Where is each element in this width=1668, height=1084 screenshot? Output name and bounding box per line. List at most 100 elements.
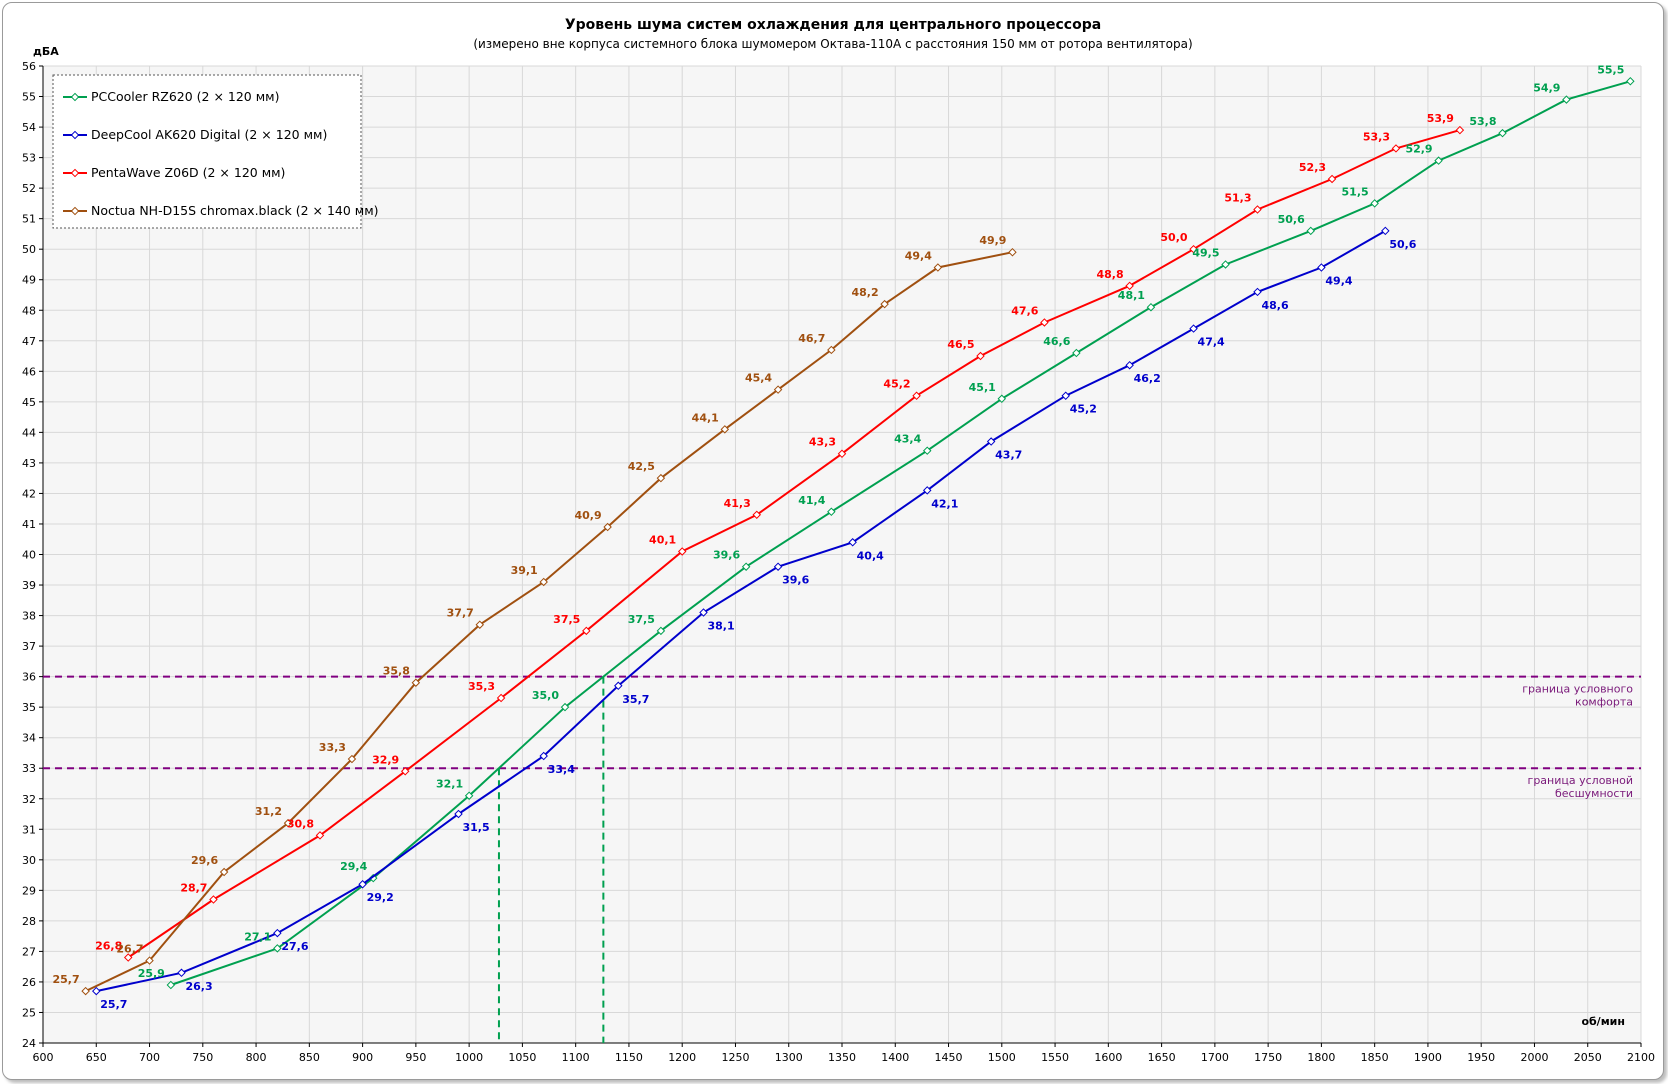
data-point	[741, 562, 751, 571]
data-point	[720, 425, 730, 434]
data-label: 33,4	[548, 763, 575, 776]
x-tick-label: 600	[33, 1051, 54, 1064]
data-label: 40,1	[649, 533, 676, 546]
x-axis-label: об/мин	[1581, 1015, 1625, 1028]
series-1	[92, 226, 1390, 996]
y-tick-label: 41	[22, 518, 36, 531]
legend-item: PCCooler RZ620 (2 × 120 мм)	[63, 89, 279, 104]
data-point	[1253, 287, 1262, 297]
x-tick-label: 750	[192, 1051, 213, 1064]
y-tick-label: 25	[22, 1006, 36, 1019]
y-tick-label: 39	[22, 579, 36, 592]
data-label: 49,4	[905, 250, 932, 263]
data-label: 29,6	[191, 854, 218, 867]
data-label: 42,5	[628, 460, 655, 473]
legend-label: PCCooler RZ620 (2 × 120 мм)	[91, 89, 279, 104]
data-label: 44,1	[692, 411, 719, 424]
data-label: 46,6	[1043, 335, 1070, 348]
data-label: 37,5	[628, 613, 655, 626]
data-point	[1061, 391, 1070, 400]
data-point	[315, 831, 325, 840]
data-label: 51,5	[1342, 185, 1369, 198]
data-label: 30,8	[287, 817, 314, 830]
noise-chart: 600 650 700 750 800 850 900 950 1000 1050 1100 1150…	[22, 17, 1655, 1064]
data-point	[177, 968, 186, 978]
y-tick-label: 43	[22, 457, 36, 470]
x-tick-label: 1900	[1414, 1051, 1442, 1064]
x-tick-label: 1550	[1041, 1051, 1069, 1064]
data-point	[603, 522, 612, 532]
data-label: 53,9	[1427, 112, 1454, 125]
data-label: 51,3	[1224, 191, 1251, 204]
data-point	[1391, 144, 1401, 153]
y-tick-label: 29	[22, 884, 36, 897]
data-point	[539, 577, 548, 587]
data-point	[496, 693, 506, 703]
y-tick-label: 50	[22, 243, 36, 256]
data-label: 48,6	[1261, 299, 1288, 312]
x-tick-label: 2000	[1520, 1051, 1548, 1064]
x-tick-label: 2100	[1627, 1051, 1655, 1064]
data-label: 31,5	[462, 821, 489, 834]
x-tick-label: 1850	[1361, 1051, 1389, 1064]
x-tick-label: 1650	[1148, 1051, 1176, 1064]
y-tick-label: 52	[22, 182, 36, 195]
data-point	[827, 345, 836, 355]
data-label: 54,9	[1533, 82, 1560, 95]
data-point	[123, 953, 133, 962]
y-tick-label: 30	[22, 854, 36, 867]
y-tick-label: 26	[22, 976, 36, 989]
data-label: 26,3	[185, 980, 212, 993]
x-tick-label: 1950	[1467, 1051, 1495, 1064]
data-point	[92, 986, 101, 996]
data-label: 46,7	[798, 332, 825, 345]
data-label: 38,1	[708, 620, 735, 633]
y-tick-label: 49	[22, 274, 36, 287]
data-point	[81, 986, 90, 996]
data-label: 41,3	[724, 497, 751, 510]
x-tick-label: 1150	[615, 1051, 643, 1064]
data-label: 27,1	[244, 930, 271, 943]
data-label: 29,2	[367, 891, 394, 904]
legend-marker	[70, 92, 80, 102]
data-label: 50,6	[1389, 238, 1416, 251]
data-point	[880, 299, 889, 309]
grid-lines	[42, 65, 1642, 1044]
x-tick-label: 1250	[721, 1051, 749, 1064]
data-point	[837, 449, 847, 458]
y-tick-label: 36	[22, 671, 36, 684]
data-label: 55,5	[1597, 63, 1624, 76]
x-tick-label: 1700	[1201, 1051, 1229, 1064]
series-line	[85, 251, 1013, 993]
data-point	[1125, 360, 1134, 370]
x-tick-label: 650	[86, 1051, 107, 1064]
data-point	[656, 626, 666, 636]
data-label: 52,9	[1405, 143, 1432, 156]
chart-title: Уровень шума систем охлаждения для центр…	[565, 17, 1101, 33]
x-tick-label: 1000	[455, 1051, 483, 1064]
data-label: 35,7	[622, 693, 649, 706]
data-label: 35,8	[383, 665, 410, 678]
data-point	[1370, 199, 1379, 208]
y-tick-label: 55	[22, 91, 36, 104]
data-point	[773, 385, 783, 394]
data-label: 47,6	[1011, 304, 1038, 317]
data-point	[166, 980, 176, 990]
y-tick-label: 27	[22, 945, 36, 958]
data-label: 31,2	[255, 805, 282, 818]
legend-marker	[70, 206, 80, 216]
x-tick-label: 950	[405, 1051, 426, 1064]
legend-label: DeepCool AK620 Digital (2 × 120 мм)	[91, 127, 327, 142]
data-point	[773, 562, 783, 571]
x-tick-label: 1300	[775, 1051, 803, 1064]
y-tick-label: 38	[22, 610, 36, 623]
data-point	[656, 473, 666, 483]
legend-label: PentaWave Z06D (2 × 120 мм)	[91, 165, 285, 180]
y-tick-label: 48	[22, 304, 36, 317]
y-tick-label: 35	[22, 701, 36, 714]
data-label: 45,4	[745, 372, 772, 385]
data-label: 53,8	[1469, 115, 1496, 128]
y-axis-label: дБА	[33, 45, 59, 58]
data-label: 39,1	[511, 564, 538, 577]
data-point	[464, 791, 474, 800]
